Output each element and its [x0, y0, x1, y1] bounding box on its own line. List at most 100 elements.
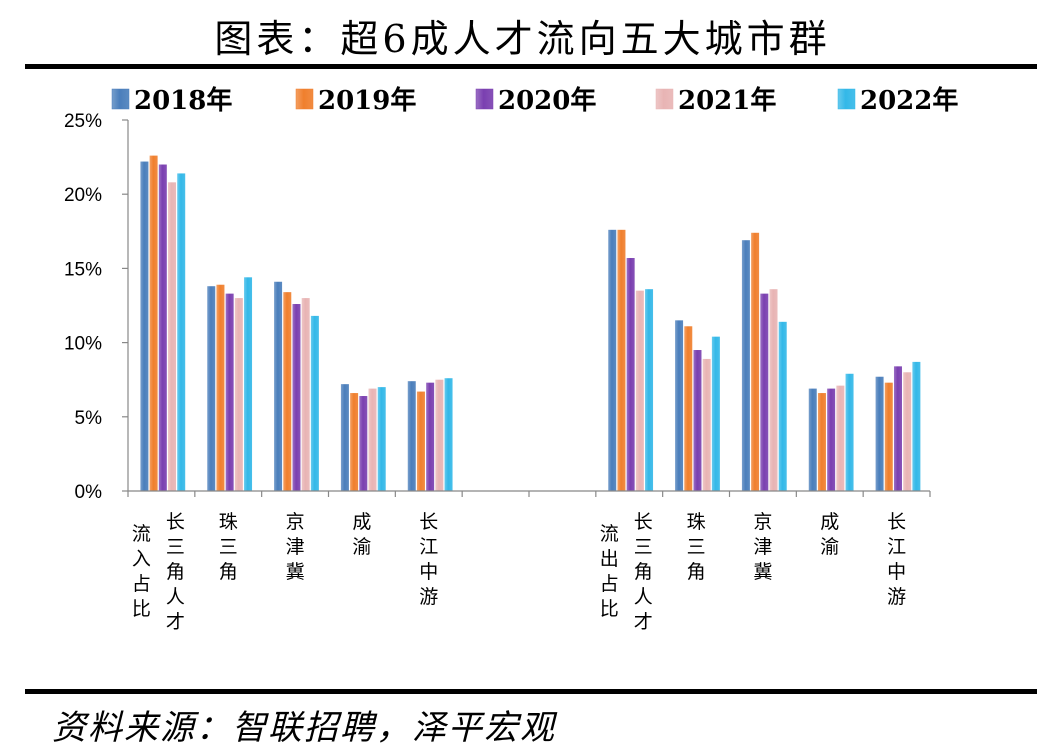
bar — [158, 164, 167, 491]
svg-text:角: 角 — [634, 561, 653, 583]
bar — [741, 240, 750, 491]
y-tick-label: 20% — [64, 185, 102, 206]
bar — [626, 258, 635, 491]
svg-text:游: 游 — [419, 586, 438, 608]
legend-swatch — [111, 88, 130, 110]
bar — [903, 372, 912, 491]
bar — [216, 284, 225, 491]
category-label: 珠三角 — [687, 511, 706, 583]
svg-text:三: 三 — [219, 536, 238, 558]
bar — [693, 350, 702, 491]
bar — [435, 379, 444, 491]
svg-text:津: 津 — [753, 536, 772, 558]
bar — [283, 292, 292, 491]
legend: 2018年 2019年 2020年 2021年 2022年 — [111, 85, 958, 116]
svg-text:江: 江 — [419, 536, 438, 558]
bar — [893, 366, 902, 491]
bar — [675, 320, 684, 491]
svg-text:冀: 冀 — [753, 561, 772, 583]
bar — [912, 361, 921, 491]
bar — [140, 161, 149, 491]
svg-text:比: 比 — [132, 598, 151, 620]
bar — [608, 229, 617, 492]
top-rule — [25, 64, 1037, 69]
legend-label: 2018年 — [134, 85, 232, 116]
bar — [827, 388, 836, 491]
bar — [426, 382, 435, 491]
legend-swatch — [475, 88, 494, 110]
bar — [444, 378, 453, 491]
bar — [875, 376, 884, 491]
category-label: 珠三角 — [219, 511, 238, 583]
bar — [359, 396, 368, 491]
svg-text:冀: 冀 — [286, 561, 305, 583]
bar — [225, 293, 234, 491]
svg-text:长: 长 — [887, 511, 906, 533]
svg-text:人: 人 — [634, 586, 653, 608]
svg-text:珠: 珠 — [687, 511, 706, 533]
y-tick-label: 5% — [75, 408, 103, 429]
category-label: 京津冀 — [286, 511, 305, 583]
bar — [808, 388, 817, 491]
svg-text:江: 江 — [887, 536, 906, 558]
svg-text:人: 人 — [166, 586, 185, 608]
svg-text:珠: 珠 — [219, 511, 238, 533]
legend-label: 2019年 — [318, 85, 416, 116]
svg-text:才: 才 — [166, 611, 185, 633]
svg-text:渝: 渝 — [352, 536, 371, 558]
bar — [207, 286, 216, 491]
bottom-rule — [25, 689, 1037, 694]
category-label: 成渝 — [820, 511, 839, 558]
svg-text:三: 三 — [634, 536, 653, 558]
svg-text:津: 津 — [286, 536, 305, 558]
chart-title: 图表：超6成人才流向五大城市群 — [214, 17, 831, 61]
legend-label: 2021年 — [678, 85, 776, 116]
legend-swatch — [837, 88, 856, 110]
y-tick-label: 0% — [75, 482, 103, 503]
bar — [760, 293, 769, 491]
svg-text:成: 成 — [352, 511, 371, 533]
bar — [751, 232, 760, 491]
bar — [340, 384, 349, 491]
svg-text:游: 游 — [887, 586, 906, 608]
svg-text:京: 京 — [753, 511, 772, 533]
bar — [274, 281, 283, 491]
bar — [416, 391, 425, 491]
category-labels: 长三角人才珠三角京津冀成渝长江中游长三角人才珠三角京津冀成渝长江中游流入占比流出… — [132, 511, 906, 633]
svg-text:比: 比 — [600, 598, 619, 620]
svg-text:占: 占 — [132, 573, 151, 595]
bar — [711, 336, 720, 491]
bar — [149, 155, 158, 491]
bar — [244, 277, 253, 491]
bar — [684, 326, 693, 491]
svg-text:流: 流 — [132, 523, 151, 545]
svg-text:角: 角 — [166, 561, 185, 583]
svg-text:中: 中 — [887, 561, 906, 583]
category-label: 京津冀 — [753, 511, 772, 583]
bar — [778, 321, 787, 491]
svg-text:出: 出 — [600, 548, 619, 570]
bar — [645, 289, 654, 491]
y-tick-label: 15% — [64, 259, 102, 280]
svg-text:角: 角 — [219, 561, 238, 583]
y-tick-label: 25% — [64, 111, 102, 132]
y-axis: 0% 5% 10% 15% 20% 25% — [64, 111, 129, 503]
svg-text:才: 才 — [634, 611, 653, 633]
legend-label: 2020年 — [498, 85, 596, 116]
bar — [234, 298, 243, 491]
bar — [617, 229, 626, 492]
svg-text:中: 中 — [419, 561, 438, 583]
bars — [140, 155, 921, 492]
y-tick-label: 10% — [64, 334, 102, 355]
svg-text:京: 京 — [286, 511, 305, 533]
legend-swatch — [655, 88, 674, 110]
bar — [310, 315, 319, 491]
bar — [836, 385, 845, 491]
svg-text:占: 占 — [600, 573, 619, 595]
bar — [702, 358, 711, 491]
